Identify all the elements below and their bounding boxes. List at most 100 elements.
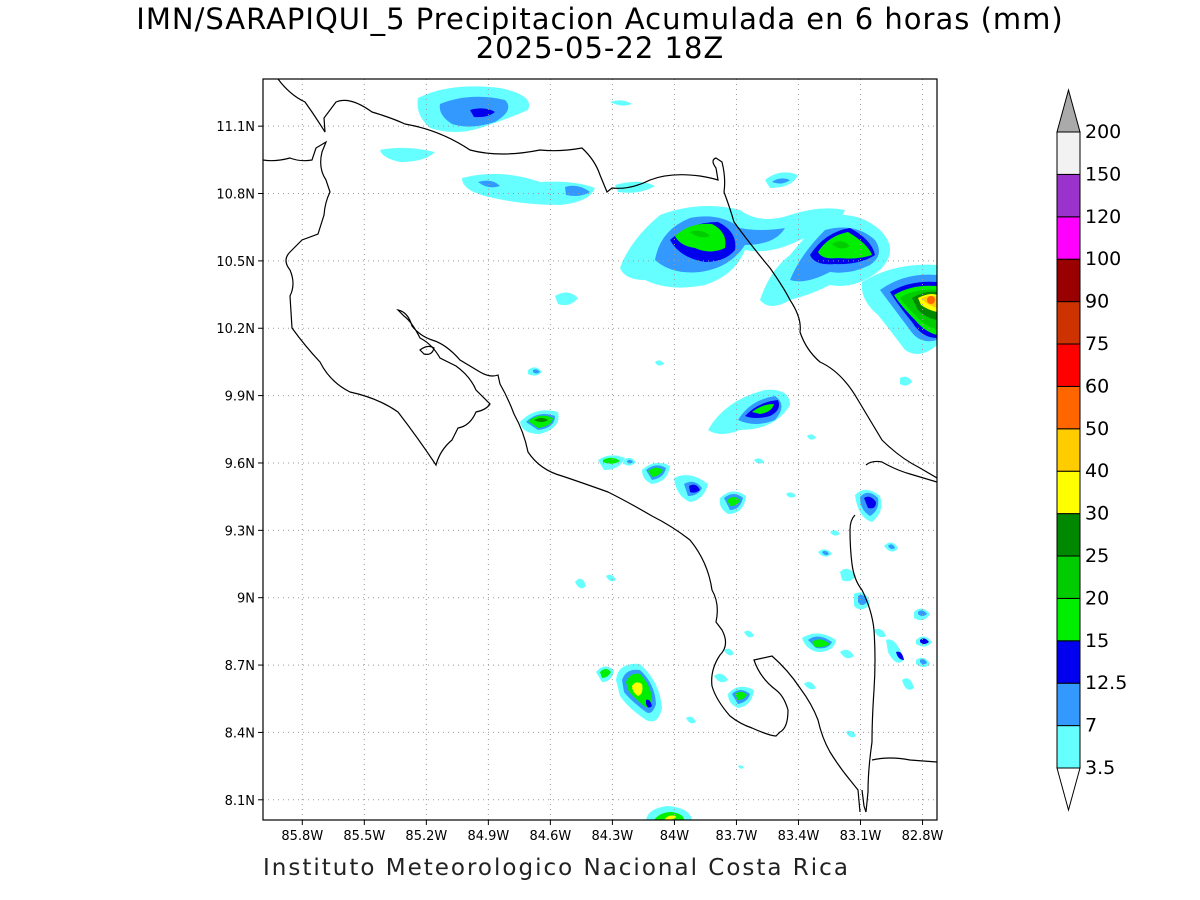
nicaragua-border-line bbox=[277, 79, 726, 193]
precip-cell bbox=[655, 360, 664, 366]
map-datetime: 2025-05-22 18Z bbox=[475, 31, 725, 65]
precip-cell bbox=[520, 410, 559, 434]
colorbar-label: 15 bbox=[1085, 630, 1109, 652]
latitude-labels: 11.1N 10.8N 10.5N 10.2N 9.9N 9.6N 9.3N 9N 8.7N 8.… bbox=[216, 120, 263, 809]
colorbar: 3.5 7 12.5 15 20 25 30 40 50 60 75 90 100 120 150 200 bbox=[1056, 88, 1127, 812]
colorbar-swatch bbox=[1056, 640, 1081, 684]
panama-border-south bbox=[849, 514, 876, 813]
map-title: IMN/SARAPIQUI_5 Precipitacion Acumulada … bbox=[136, 2, 1064, 36]
colorbar-label: 200 bbox=[1085, 121, 1121, 143]
precip-cell bbox=[900, 376, 912, 386]
colorbar-label: 30 bbox=[1085, 503, 1109, 525]
colorbar-swatch bbox=[1056, 216, 1081, 260]
precip-cell bbox=[575, 578, 586, 589]
precip-cell bbox=[598, 455, 636, 470]
colorbar-label: 90 bbox=[1085, 291, 1109, 313]
colorbar-swatch bbox=[1056, 470, 1081, 515]
precip-cell bbox=[861, 264, 937, 354]
colorbar-label: 150 bbox=[1085, 163, 1121, 185]
precip-cell bbox=[738, 765, 744, 769]
lat-tick-label: 9.3N bbox=[225, 524, 255, 539]
precip-cell bbox=[888, 544, 895, 550]
precip-cell bbox=[858, 594, 867, 605]
precip-cell bbox=[744, 630, 754, 638]
lon-tick-label: 84.3W bbox=[591, 829, 633, 844]
colorbar-swatch bbox=[1056, 131, 1081, 175]
colorbar-swatch bbox=[1056, 597, 1081, 642]
coastlines bbox=[263, 79, 937, 813]
precip-cell bbox=[646, 806, 692, 820]
precip-cell bbox=[462, 173, 595, 205]
precip-cell bbox=[840, 568, 856, 582]
precip-cell bbox=[760, 214, 890, 306]
colorbar-label: 25 bbox=[1085, 545, 1109, 567]
precip-cell bbox=[380, 147, 435, 162]
colorbar-label: 7 bbox=[1085, 715, 1097, 737]
precip-cell bbox=[896, 651, 904, 660]
lon-tick-label: 82.8W bbox=[902, 829, 944, 844]
lat-tick-label: 9.9N bbox=[225, 390, 255, 405]
precip-cell bbox=[918, 610, 927, 616]
lat-tick-label: 10.5N bbox=[216, 255, 255, 270]
colorbar-swatch bbox=[1056, 385, 1081, 430]
precip-cell bbox=[840, 649, 854, 659]
colorbar-swatch bbox=[1056, 725, 1081, 769]
lon-tick-label: 85.2W bbox=[405, 829, 447, 844]
colorbar-swatch bbox=[1056, 428, 1081, 472]
lon-tick-label: 83.4W bbox=[778, 829, 820, 844]
precip-cell bbox=[606, 574, 616, 582]
lon-tick-label: 84.9W bbox=[467, 829, 509, 844]
colorbar-label: 3.5 bbox=[1085, 757, 1115, 779]
precip-cell bbox=[714, 673, 728, 683]
caribbean-coast bbox=[723, 191, 937, 479]
lon-tick-label: 83.1W bbox=[840, 829, 882, 844]
lat-tick-label: 10.2N bbox=[216, 322, 255, 337]
precip-cell bbox=[555, 292, 578, 306]
panama-inlet bbox=[861, 789, 867, 813]
colorbar-label: 50 bbox=[1085, 418, 1109, 440]
precip-cell bbox=[533, 369, 540, 374]
lat-tick-label: 8.1N bbox=[225, 794, 255, 809]
footer-credit: Instituto Meteorologico Nacional Costa R… bbox=[263, 855, 850, 881]
colorbar-swatch bbox=[1056, 173, 1081, 218]
precip-cell bbox=[807, 434, 816, 440]
precip-cell bbox=[772, 178, 790, 184]
precip-cell bbox=[615, 181, 655, 193]
longitude-labels: 85.8W 85.5W 85.2W 84.9W 84.6W 84.3W 84W 83.7W 83… bbox=[281, 820, 944, 844]
lon-tick-label: 85.8W bbox=[281, 829, 323, 844]
pacific-coast-nicoya bbox=[263, 140, 861, 813]
precip-cell bbox=[724, 648, 734, 656]
colorbar-swatch bbox=[1056, 555, 1081, 599]
precip-cell bbox=[620, 206, 845, 288]
colorbar-label: 12.5 bbox=[1085, 672, 1127, 694]
lat-tick-label: 9.6N bbox=[225, 457, 255, 472]
precip-cell bbox=[754, 458, 764, 464]
precip-cell bbox=[708, 389, 790, 434]
panama-border bbox=[865, 460, 937, 483]
precip-cell bbox=[478, 180, 500, 188]
map-frame bbox=[262, 78, 938, 821]
colorbar-label: 100 bbox=[1085, 248, 1121, 270]
colorbar-swatch bbox=[1056, 301, 1081, 345]
precip-cell bbox=[786, 492, 796, 498]
lat-tick-label: 10.8N bbox=[216, 188, 255, 203]
precip-cell bbox=[822, 550, 829, 556]
colorbar-label: 20 bbox=[1085, 587, 1109, 609]
precip-cell bbox=[719, 491, 746, 514]
colorbar-label: 60 bbox=[1085, 375, 1109, 397]
precip-cell bbox=[616, 663, 662, 722]
colorbar-swatch bbox=[1056, 343, 1081, 387]
map-grid bbox=[263, 79, 937, 820]
precip-cell bbox=[802, 633, 836, 652]
lat-tick-label: 8.4N bbox=[225, 726, 255, 741]
precip-cell bbox=[855, 489, 882, 522]
lat-tick-label: 11.1N bbox=[216, 120, 255, 135]
lake-island bbox=[419, 345, 435, 355]
colorbar-label: 40 bbox=[1085, 460, 1109, 482]
precip-cell bbox=[902, 678, 914, 690]
lat-tick-label: 9N bbox=[237, 592, 255, 607]
lon-tick-label: 85.5W bbox=[343, 829, 385, 844]
lon-tick-label: 84.6W bbox=[529, 829, 571, 844]
colorbar-max-triangle bbox=[1056, 88, 1081, 133]
precip-cell bbox=[920, 659, 927, 665]
